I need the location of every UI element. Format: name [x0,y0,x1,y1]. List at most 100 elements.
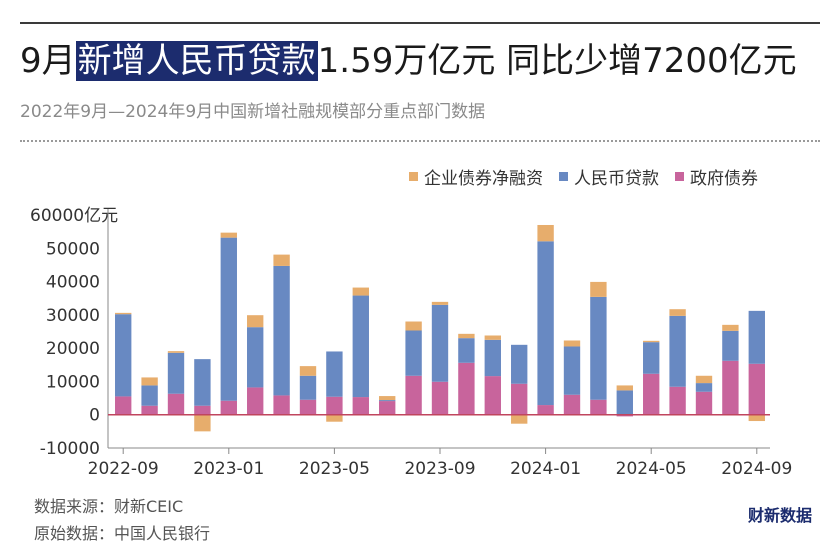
original-data-source: 原始数据：中国人民银行 [34,524,211,543]
bar-gov-bonds [563,394,581,415]
bar-gov-bonds [722,360,739,415]
bar-gov-bonds [537,405,554,415]
y-tick-label: 50000 [46,239,100,259]
bar-rmb-loans [167,352,185,394]
bar-gov-bonds [616,414,633,417]
bar-corporate-bonds [458,333,475,339]
bar-rmb-loans [669,315,686,387]
y-tick-label: 20000 [46,339,100,359]
bar-corporate-bonds [141,377,158,386]
x-tick-label: 2022-09 [88,459,159,479]
x-tick-label: 2024-09 [721,459,792,479]
bar-gov-bonds [352,397,369,415]
bar-gov-bonds [273,395,290,415]
bar-rmb-loans [563,346,581,395]
bar-rmb-loans [405,330,422,376]
legend-item-corporate-bonds: 企业债券净融资 [409,164,543,189]
bar-gov-bonds [167,393,185,415]
bar-gov-bonds [247,387,264,415]
y-tick-label: 0 [89,406,100,426]
bar-corporate-bonds [194,414,211,432]
bar-corporate-bonds [431,301,449,305]
bar-corporate-bonds [247,315,264,328]
title-prefix: 9月 [20,41,76,81]
bar-rmb-loans [537,241,554,406]
bar-corporate-bonds [273,254,290,266]
bar-gov-bonds [458,362,475,415]
y-tick-label: 40000 [46,273,100,293]
bar-gov-bonds [643,373,660,415]
bar-gov-bonds [194,405,211,415]
bar-rmb-loans [194,359,211,406]
bar-rmb-loans [722,330,739,361]
bar-corporate-bonds [643,340,660,343]
y-tick-label: -10000 [40,439,100,459]
bar-rmb-loans [695,383,713,392]
bar-gov-bonds [695,391,713,415]
legend-swatch-rmb-loans [559,172,568,181]
stacked-bar-chart: -10000 0 10000 20000 30000 40000 50000 60000亿元 2… [30,206,792,479]
bar-rmb-loans [643,342,660,374]
bar-corporate-bonds [616,385,633,391]
page-subtitle: 2022年9月—2024年9月中国新增社融规模部分重点部门数据 [20,102,486,122]
bar-corporate-bonds [299,366,317,376]
legend-label-gov-bonds: 政府债券 [690,169,758,189]
bar-gov-bonds [405,375,422,415]
bar-rmb-loans [326,351,343,397]
bar-corporate-bonds [669,309,686,316]
bar-rmb-loans [484,339,501,377]
bar-rmb-loans [352,295,369,398]
bar-gov-bonds [484,376,501,415]
bar-rmb-loans [115,314,132,397]
bar-corporate-bonds [563,340,581,347]
bar-corporate-bonds [326,414,343,422]
top-rule [20,22,820,24]
bar-rmb-loans [141,385,158,406]
bar-corporate-bonds [695,375,713,384]
y-tick-label: 10000 [46,372,100,392]
title-suffix: 1.59万亿元 同比少增7200亿元 [317,41,797,81]
bar-rmb-loans [299,375,317,400]
bar-gov-bonds [115,396,132,415]
brand-logo: 财新数据 [747,506,812,525]
bar-corporate-bonds [722,324,739,331]
legend-item-gov-bonds: 政府债券 [675,164,758,189]
bar-gov-bonds [220,400,237,415]
page-title: 9月新增人民币贷款1.59万亿元 同比少增7200亿元 [20,38,797,84]
bar-gov-bonds [748,363,765,415]
y-tick-label: 30000 [46,306,100,326]
bar-gov-bonds [326,396,343,415]
bar-gov-bonds [141,405,158,415]
bar-corporate-bonds [511,414,528,424]
bar-corporate-bonds [590,281,607,297]
bar-gov-bonds [299,399,317,415]
bar-rmb-loans [273,265,290,396]
bar-corporate-bonds [748,414,765,422]
bar-corporate-bonds [115,312,132,315]
x-tick-label: 2023-09 [404,459,475,479]
legend-label-corporate-bonds: 企业债券净融资 [424,169,543,189]
bar-rmb-loans [616,390,633,415]
legend-label-rmb-loans: 人民币贷款 [574,169,659,189]
bar-rmb-loans [511,344,528,384]
x-tick-label: 2024-01 [510,459,581,479]
bar-rmb-loans [379,400,396,402]
bar-rmb-loans [247,327,264,388]
bar-rmb-loans [220,237,237,401]
bar-gov-bonds [669,386,686,415]
bar-corporate-bonds [405,321,422,331]
y-tick-label: 60000亿元 [30,206,118,226]
bar-corporate-bonds [379,396,396,401]
bar-gov-bonds [590,399,607,415]
dotted-divider [20,140,820,142]
bar-rmb-loans [431,304,449,382]
x-tick-label: 2023-05 [299,459,370,479]
chart-legend: 企业债券净融资 人民币贷款 政府债券 [409,164,758,189]
legend-swatch-gov-bonds [675,172,684,181]
bar-corporate-bonds [484,335,501,340]
x-tick-label: 2023-01 [193,459,264,479]
bar-corporate-bonds [352,287,369,296]
legend-item-rmb-loans: 人民币贷款 [559,164,659,189]
x-tick-label: 2024-05 [616,459,687,479]
bar-gov-bonds [431,381,449,415]
